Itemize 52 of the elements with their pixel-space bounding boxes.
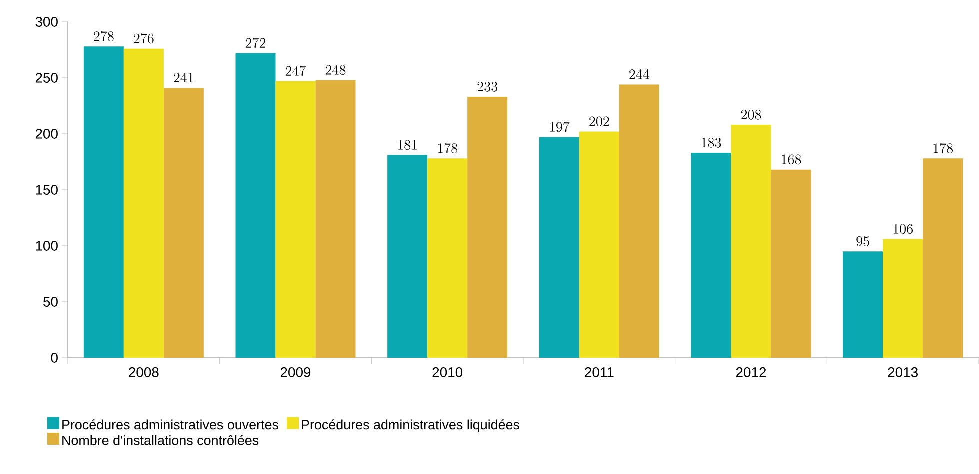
data-label: 197 — [550, 122, 570, 132]
x-tick-label: 2009 — [280, 368, 311, 378]
y-tick-label: 300 — [36, 17, 58, 27]
data-label: 178 — [438, 143, 458, 154]
y-tick-label: 0 — [51, 353, 58, 363]
bar — [388, 155, 428, 358]
x-tick-label: 2008 — [129, 368, 159, 378]
legend-label: Procédures administratives liquidées — [302, 420, 520, 432]
data-label: 181 — [398, 140, 417, 150]
data-label: 276 — [134, 34, 154, 44]
legend-label: Nombre d'installations contrôlées — [62, 435, 259, 446]
data-label: 241 — [174, 72, 194, 83]
bar — [691, 153, 732, 358]
data-label: 106 — [894, 224, 914, 234]
data-label: 168 — [782, 154, 802, 165]
y-tick-label: 100 — [36, 241, 58, 251]
x-tick-label: 2010 — [432, 368, 463, 378]
bar — [843, 252, 884, 358]
y-tick-label: 250 — [36, 73, 58, 83]
y-tick-label: 150 — [36, 185, 58, 195]
data-label: 272 — [246, 38, 266, 48]
data-label: 278 — [94, 31, 114, 42]
y-tick-label: 50 — [44, 297, 58, 307]
data-label: 248 — [326, 65, 346, 76]
bar — [619, 84, 660, 358]
data-label: 183 — [702, 138, 722, 148]
bar — [236, 53, 276, 358]
bar — [579, 132, 620, 358]
x-tick-label: 2012 — [736, 368, 766, 378]
bar — [923, 158, 964, 358]
y-tick-label: 200 — [36, 129, 58, 139]
legend-label: Procédures administratives ouvertes — [62, 420, 278, 430]
bar — [731, 125, 772, 358]
bar — [124, 48, 164, 358]
bar — [84, 46, 124, 358]
data-label: 233 — [478, 82, 498, 92]
bar — [771, 170, 812, 358]
bar — [468, 97, 508, 358]
bar — [539, 137, 580, 358]
bar — [428, 158, 468, 358]
bar — [164, 88, 204, 358]
x-tick-label: 2011 — [585, 368, 614, 378]
data-label: 202 — [590, 116, 610, 127]
x-tick-label: 2013 — [888, 368, 918, 378]
bar — [883, 239, 924, 358]
data-label: 244 — [630, 70, 650, 80]
data-label: 208 — [741, 110, 762, 120]
bar — [276, 81, 316, 358]
bar — [316, 80, 356, 358]
data-label: 178 — [934, 143, 954, 154]
data-label: 95 — [856, 236, 870, 246]
data-label: 247 — [286, 66, 306, 76]
